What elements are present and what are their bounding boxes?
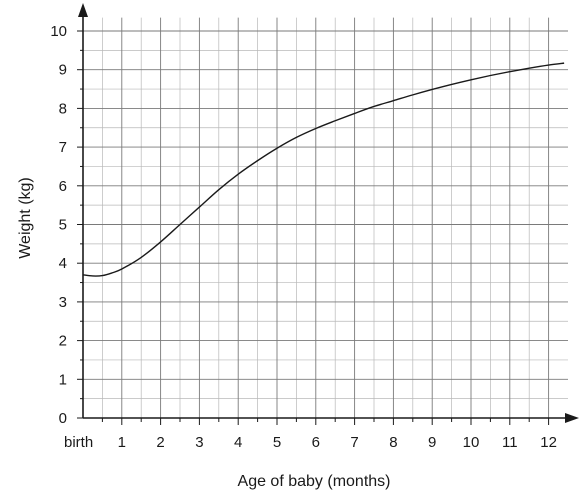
x-tick-label: 10 (463, 434, 480, 451)
x-tick-label: 7 (350, 434, 358, 451)
y-axis-arrowhead (78, 3, 88, 17)
y-tick-label: 10 (50, 23, 67, 40)
y-tick-label: 5 (59, 217, 67, 234)
x-tick-label: 12 (540, 434, 557, 451)
major-grid (83, 17, 568, 418)
weight-curve-line (82, 62, 565, 277)
x-axis-title: Age of baby (months) (238, 473, 391, 490)
y-tick-label: 0 (59, 410, 67, 427)
x-tick-label: 3 (195, 434, 203, 451)
x-tick-label: 2 (156, 434, 164, 451)
x-tick-label: 11 (502, 434, 518, 451)
y-tick-label: 1 (59, 371, 67, 388)
x-tick-label: 8 (389, 434, 397, 451)
y-tick-label: 6 (59, 178, 67, 195)
ticks (77, 30, 550, 425)
y-axis-title: Weight (kg) (17, 177, 34, 259)
y-tick-label: 7 (59, 139, 67, 156)
x-tick-label: 1 (118, 434, 126, 451)
y-tick-label: 2 (59, 333, 67, 350)
minor-grid (83, 17, 568, 418)
x-tick-label: 6 (312, 434, 320, 451)
y-tick-label: 3 (59, 294, 67, 311)
x-tick-label: 4 (234, 434, 242, 451)
x-tick-label: 5 (273, 434, 281, 451)
x-tick-label: birth (64, 434, 93, 451)
series (82, 62, 565, 277)
axes (78, 3, 579, 423)
x-axis-arrowhead (565, 413, 579, 423)
x-tick-label: 9 (428, 434, 436, 451)
y-tick-label: 4 (59, 255, 67, 272)
y-tick-label: 8 (59, 100, 67, 117)
y-tick-label: 9 (59, 62, 67, 79)
